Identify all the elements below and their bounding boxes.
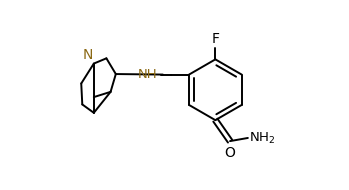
Text: N: N <box>82 48 93 62</box>
Text: O: O <box>225 146 236 160</box>
Text: NH$_2$: NH$_2$ <box>249 130 275 146</box>
Text: F: F <box>211 32 220 46</box>
Text: NH: NH <box>138 68 158 81</box>
